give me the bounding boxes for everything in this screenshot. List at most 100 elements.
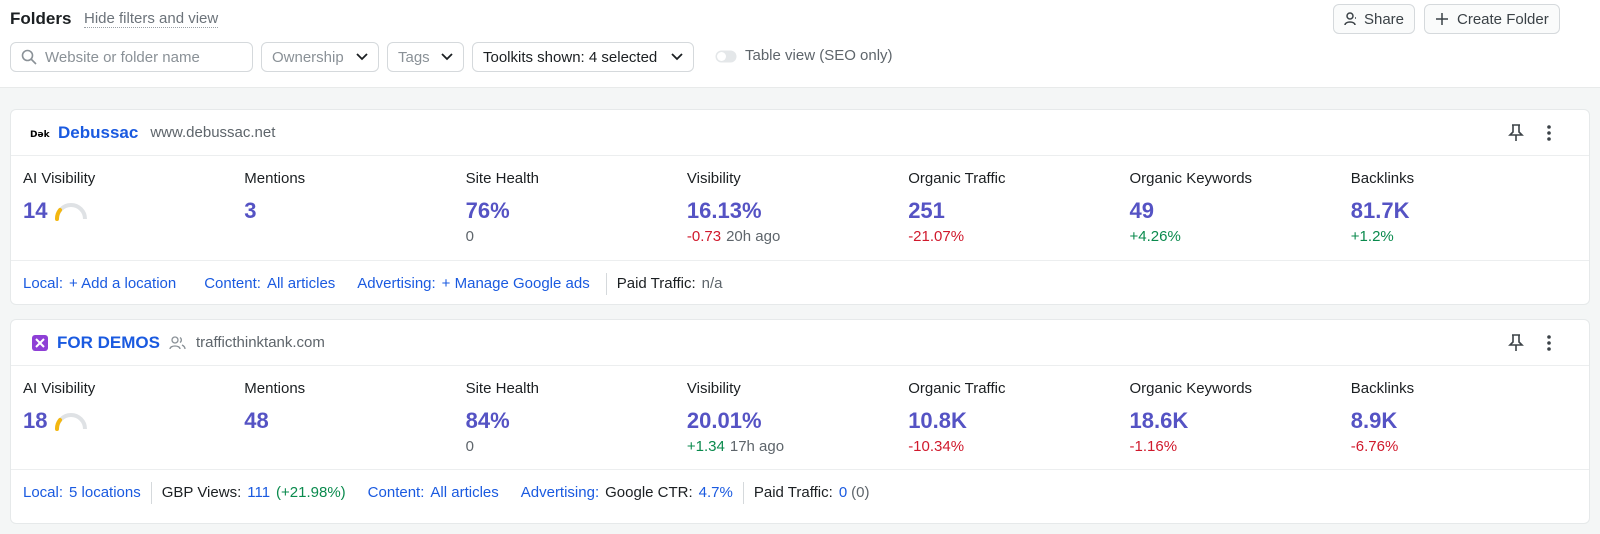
link-text: Manage Google ads: [454, 275, 590, 292]
footer-label: Advertising:: [520, 484, 600, 501]
search-input[interactable]: Website or folder name: [10, 42, 253, 72]
metric: Site Health 84% 0: [466, 380, 687, 455]
footer-label: Paid Traffic:: [753, 484, 833, 501]
card-actions[interactable]: [1507, 123, 1567, 143]
metric-number: 84%: [465, 408, 510, 433]
metric-note: 20h ago: [726, 228, 781, 245]
metric-value[interactable]: 76%: [466, 198, 687, 224]
metric-number: 48: [244, 408, 269, 433]
metric: Organic Traffic 10.8K -10.34%: [908, 380, 1129, 455]
footer-label: Content:: [204, 275, 261, 292]
metric: Visibility 20.01% +1.34 17h ago: [687, 380, 908, 455]
folder-header: FOR DEMOS trafficthinktank.com: [11, 320, 1589, 366]
metric-value[interactable]: 251: [908, 198, 1129, 224]
divider: [742, 481, 744, 504]
articles-link[interactable]: All articles: [266, 275, 336, 292]
articles-link[interactable]: All articles: [430, 484, 499, 501]
folder-name[interactable]: FOR DEMOS: [57, 332, 160, 352]
metric-sub-value: 0: [465, 228, 474, 245]
metric-label: Backlinks: [1350, 380, 1415, 397]
table-view-label: Table view (SEO only): [745, 47, 893, 64]
svg-text:Dək: Dək: [30, 130, 50, 139]
share-button[interactable]: Share: [1333, 4, 1415, 34]
google-ctr-value: 4.7%: [698, 484, 733, 501]
metric: Organic Keywords 18.6K -1.16%: [1130, 380, 1351, 455]
metric-value[interactable]: 84%: [466, 408, 687, 434]
metric-change: -6.76%: [1350, 438, 1399, 455]
metric-value[interactable]: 49: [1130, 198, 1351, 224]
metric-sub: -1.16%: [1130, 438, 1351, 455]
metric-label: Mentions: [244, 170, 306, 187]
folder-footer: Local: 5 locations GBP Views: 111 (+21.9…: [11, 469, 1589, 515]
metric-number: 3: [244, 198, 257, 223]
metric: Mentions 48: [244, 380, 465, 434]
metric: Visibility 16.13% -0.73 20h ago: [687, 170, 908, 245]
ai-visibility-gauge: [55, 203, 88, 221]
footer-label: Content:: [367, 484, 425, 501]
divider: [605, 272, 607, 295]
metric-value[interactable]: 20.01%: [687, 408, 908, 434]
shared-icon: [169, 335, 186, 349]
toolbar: Folders Hide filters and view Share Crea…: [0, 0, 1600, 88]
chevron: [356, 53, 368, 61]
metric-sub: +1.2%: [1351, 228, 1572, 245]
metric-number: 16.13%: [686, 198, 762, 223]
metric: Backlinks 8.9K -6.76%: [1351, 380, 1572, 455]
metric-value[interactable]: 81.7K: [1351, 198, 1572, 224]
create-folder-button[interactable]: Create Folder: [1424, 4, 1560, 34]
metric-sub: -21.07%: [908, 228, 1129, 245]
metric-label: AI Visibility: [23, 380, 96, 397]
folder-domain: www.debussac.net: [150, 124, 276, 141]
metric-value[interactable]: 10.8K: [908, 408, 1129, 434]
metric-sub: 0: [466, 228, 687, 245]
metric-value[interactable]: 3: [244, 198, 465, 224]
metric-value[interactable]: 18: [23, 408, 244, 434]
toolkits-dropdown[interactable]: Toolkits shown: 4 selected: [472, 42, 694, 72]
metric-sub: -0.73 20h ago: [687, 228, 908, 245]
search-icon: [21, 49, 37, 65]
metric-number: 14: [23, 198, 48, 223]
tags-dropdown[interactable]: Tags: [387, 42, 464, 72]
metric-value[interactable]: 8.9K: [1351, 408, 1572, 434]
metric-value[interactable]: 18.6K: [1130, 408, 1351, 434]
metric-sub: -6.76%: [1351, 438, 1572, 455]
metric-label: Site Health: [465, 170, 539, 187]
hide-filters-link[interactable]: Hide filters and view: [84, 10, 219, 28]
folder-footer: Local: + Add a location Content: All art…: [11, 260, 1589, 306]
plus-icon: [1436, 13, 1448, 25]
locations-link[interactable]: 5 locations: [69, 484, 141, 501]
metric-number: 49: [1129, 198, 1154, 223]
paid-traffic-value: n/a: [701, 275, 723, 292]
metric-change: -1.16%: [1129, 438, 1178, 455]
footer-label: GBP Views:: [161, 484, 242, 501]
footer-label: Paid Traffic:: [616, 275, 696, 292]
metric-value[interactable]: 48: [244, 408, 465, 434]
table-view-toggle[interactable]: [715, 50, 737, 63]
folder-name[interactable]: Debussac: [58, 122, 139, 142]
add-location-link[interactable]: + Add a location: [69, 275, 177, 292]
gbp-views-change: (+21.98%): [276, 484, 346, 501]
metric-change: +1.34: [686, 438, 725, 455]
chevron: [671, 53, 683, 61]
ownership-dropdown[interactable]: Ownership: [261, 42, 379, 72]
metric: Backlinks 81.7K +1.2%: [1351, 170, 1572, 245]
folder-card: Dək Debussac www.debussac.net Local: + A…: [10, 109, 1590, 305]
metric-number: 81.7K: [1350, 198, 1410, 223]
tags-label: Tags: [398, 48, 430, 66]
metric-note: 17h ago: [729, 438, 785, 455]
metric-label: Site Health: [465, 380, 539, 397]
metric-label: Organic Traffic: [908, 380, 1006, 397]
metric-value[interactable]: 14: [23, 198, 244, 224]
page-title: Folders: [10, 9, 72, 28]
card-actions[interactable]: [1507, 333, 1567, 353]
google-ads-link[interactable]: + Manage Google ads: [441, 275, 590, 292]
paid-traffic-value: 0: [838, 484, 848, 501]
divider: [150, 481, 152, 504]
chevron: [441, 53, 453, 61]
search-placeholder: Website or folder name: [45, 48, 200, 66]
metric: AI Visibility 14: [23, 170, 244, 224]
footer-label: Local:: [23, 275, 64, 292]
metric-value[interactable]: 16.13%: [687, 198, 908, 224]
metric-label: Organic Keywords: [1129, 380, 1253, 397]
folder-header: Dək Debussac www.debussac.net: [11, 110, 1589, 156]
